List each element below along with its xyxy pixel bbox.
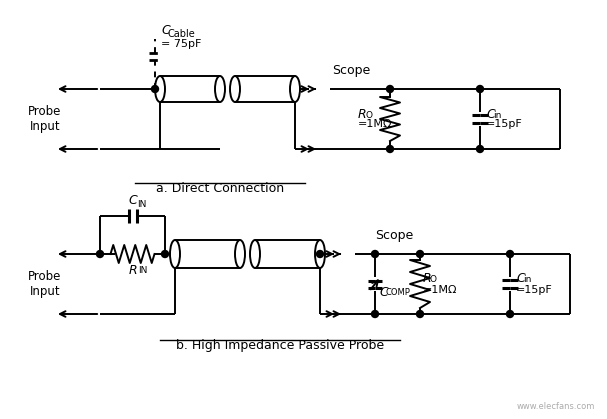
Text: C: C bbox=[486, 108, 495, 121]
Text: =15pF: =15pF bbox=[516, 285, 553, 295]
Text: C: C bbox=[379, 286, 388, 299]
Ellipse shape bbox=[155, 76, 165, 102]
Text: = 75pF: = 75pF bbox=[161, 39, 202, 49]
Text: R: R bbox=[358, 108, 367, 121]
Text: Cable: Cable bbox=[168, 29, 195, 39]
Text: O: O bbox=[430, 276, 437, 285]
Ellipse shape bbox=[170, 240, 180, 268]
Text: www.elecfans.com: www.elecfans.com bbox=[517, 402, 595, 411]
Circle shape bbox=[416, 310, 424, 318]
Ellipse shape bbox=[230, 76, 240, 102]
Circle shape bbox=[161, 251, 169, 258]
Text: in: in bbox=[493, 111, 501, 121]
Circle shape bbox=[152, 85, 158, 93]
Text: IN: IN bbox=[138, 266, 148, 275]
Text: COMP: COMP bbox=[386, 288, 411, 297]
Text: in: in bbox=[523, 276, 531, 285]
Text: C: C bbox=[128, 194, 137, 207]
Circle shape bbox=[371, 310, 379, 318]
Circle shape bbox=[97, 251, 104, 258]
Text: IN: IN bbox=[138, 200, 147, 209]
Circle shape bbox=[416, 251, 424, 258]
Circle shape bbox=[476, 85, 484, 93]
Text: C: C bbox=[161, 24, 170, 37]
Text: =1MΩ: =1MΩ bbox=[358, 119, 393, 129]
Text: Probe
Input: Probe Input bbox=[29, 105, 62, 133]
Ellipse shape bbox=[315, 240, 325, 268]
Ellipse shape bbox=[215, 76, 225, 102]
Text: Scope: Scope bbox=[332, 64, 370, 77]
Text: R: R bbox=[128, 264, 137, 277]
Text: =1MΩ: =1MΩ bbox=[423, 285, 458, 295]
Text: R: R bbox=[423, 272, 432, 285]
Text: Probe
Input: Probe Input bbox=[29, 270, 62, 298]
Text: a. Direct Connection: a. Direct Connection bbox=[156, 182, 284, 195]
Circle shape bbox=[387, 145, 393, 153]
Ellipse shape bbox=[290, 76, 300, 102]
Ellipse shape bbox=[235, 240, 245, 268]
Text: O: O bbox=[365, 111, 372, 121]
Text: Scope: Scope bbox=[375, 229, 413, 242]
Text: b. High Impedance Passive Probe: b. High Impedance Passive Probe bbox=[176, 339, 384, 352]
Circle shape bbox=[506, 251, 514, 258]
Circle shape bbox=[476, 145, 484, 153]
Text: =15pF: =15pF bbox=[486, 119, 523, 129]
Circle shape bbox=[371, 251, 379, 258]
Text: C: C bbox=[516, 272, 524, 285]
Ellipse shape bbox=[250, 240, 260, 268]
Circle shape bbox=[506, 310, 514, 318]
Circle shape bbox=[387, 85, 393, 93]
Circle shape bbox=[316, 251, 324, 258]
